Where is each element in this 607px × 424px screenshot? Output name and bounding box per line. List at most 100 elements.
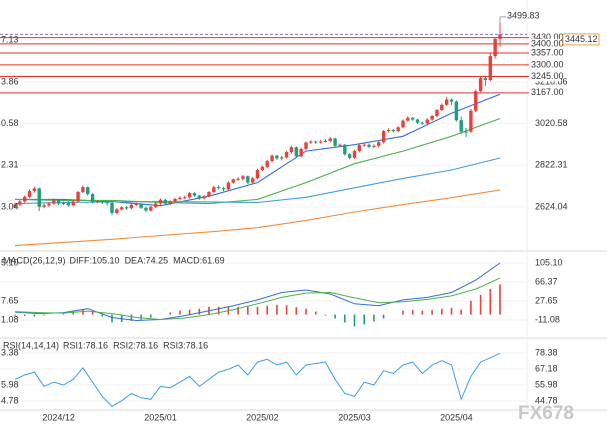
candle-body [95,201,100,203]
candle-body [221,188,226,190]
y-tick-label-left: 2.31 [1,160,19,170]
price-level-box [529,32,561,43]
x-tick-label: 2025/01 [144,412,177,422]
candle-body [294,147,298,157]
rsi-line [14,352,501,408]
candle-body [425,119,429,124]
candle-body [178,197,182,199]
x-tick-label: 2024/12 [42,412,75,422]
candle-body [333,138,337,146]
candle-body [153,203,158,207]
candle-body [314,141,318,143]
candle-body [202,196,206,199]
candle-body [187,193,192,198]
candle-body [420,122,425,124]
candle-body [13,204,17,207]
high-label: 3499.83 [507,10,540,20]
candle-body [377,142,381,146]
candle-body [168,201,172,204]
y-tick-label-left: 7.13 [1,35,19,45]
candle-body [488,56,492,81]
candle-body [289,147,294,153]
panel-title: MACD(26,12,9) [3,255,66,265]
candle-body [372,145,376,147]
macd-line [14,277,501,321]
candle-body [265,161,269,167]
candle-body [32,188,37,191]
candle-body [66,202,71,206]
candle-body [391,130,395,132]
candle-body [459,120,463,132]
candle-body [18,201,22,205]
candle-body [435,110,439,116]
candle-body [71,201,75,206]
candle-body [284,152,289,158]
legend-item: MACD:61.69 [173,255,225,265]
candle-body [90,194,95,202]
candle-body [27,190,32,197]
y-tick-label: 3020.58 [535,118,568,128]
y-tick-label: 27.65 [535,295,558,305]
candle-body [454,101,459,121]
candle-body [236,178,240,180]
candle-body [275,155,279,159]
candle-body [52,200,56,204]
candle-body [173,198,177,202]
candle-body [250,178,255,183]
x-tick-label: 2025/04 [440,412,473,422]
candle-body [42,205,46,207]
candle-body [144,207,148,211]
candle-body [357,145,362,152]
candle-body [411,117,415,120]
y-tick-label-left: 3.38 [1,347,19,357]
price-level-label: 3430.00 [531,32,564,42]
candle-body [241,176,245,179]
candle-body [406,117,410,121]
candle-body [318,141,323,143]
price-level-label: 3357.00 [531,47,564,57]
y-tick-label-left: 7.65 [1,295,19,305]
moving-average [14,117,501,205]
candle-body [464,131,468,133]
candle-body [401,120,405,128]
candle-body [483,78,488,81]
candle-body [343,144,347,155]
y-tick-label: 44.78 [535,395,558,405]
candle-body [440,104,444,111]
price-level-label: 3400.00 [531,38,564,48]
candle-body [37,188,41,207]
candle-body [124,207,129,209]
y-tick-label-left: 3.04 [1,201,19,211]
candle-body [76,192,80,202]
candle-body [158,199,163,204]
candle-body [299,148,303,157]
candle-body [323,140,328,142]
candle-body [163,199,168,204]
candle-body [304,142,308,149]
candle-body [367,144,371,147]
watermark: FX678 [518,403,574,424]
candle-body [115,209,119,214]
moving-average [14,189,501,247]
candle-body [139,203,143,208]
price-level-box [529,87,561,98]
candle-body [255,169,260,179]
candle-body [362,144,366,146]
candle-body [197,195,201,199]
last-price-label: 3445.12 [565,34,598,44]
candle-body [110,202,114,214]
candle-body [270,155,274,162]
candle-body [192,193,197,196]
candle-body [449,99,454,102]
legend-item: RSI1:78.16 [63,340,108,350]
candle-body [498,34,502,39]
price-level-label: 3245.00 [531,71,564,81]
candle-body [61,202,66,204]
candle-body [47,203,51,206]
candle-body [226,182,231,190]
candle-body [183,197,187,199]
y-tick-label-left: 0.58 [1,118,19,128]
x-tick-label: 2025/02 [246,412,279,422]
candle-body [129,204,134,209]
